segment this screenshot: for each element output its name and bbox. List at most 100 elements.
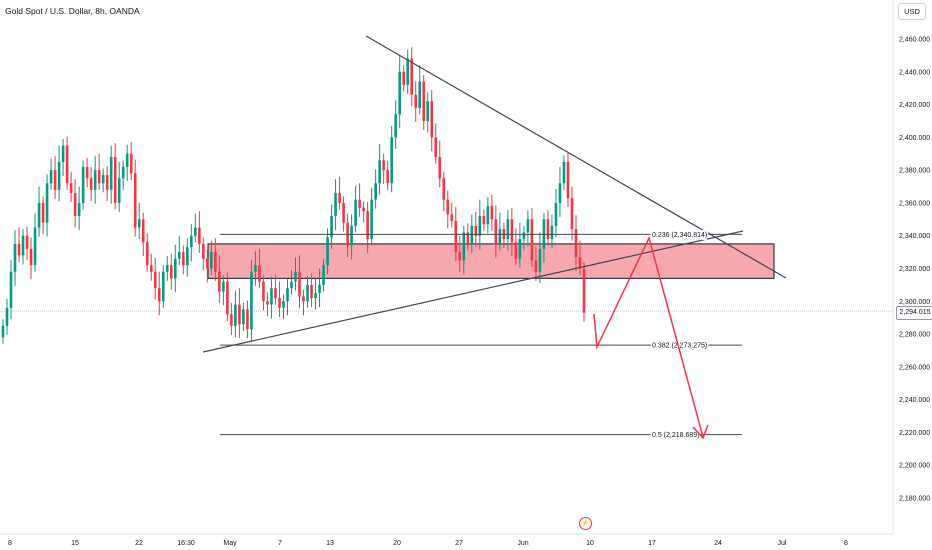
candle-body xyxy=(6,308,9,326)
price-tick-label: 2,340.000 xyxy=(899,233,930,240)
candle xyxy=(531,208,534,267)
time-tick-label: Jun xyxy=(517,540,528,547)
price-tick-label: 2,360.000 xyxy=(899,200,930,207)
candle-body xyxy=(555,203,558,226)
candle xyxy=(190,224,193,261)
candle xyxy=(82,160,85,209)
candle xyxy=(126,145,129,181)
candle-body xyxy=(150,265,153,272)
candle xyxy=(134,159,137,236)
candle-body xyxy=(438,157,441,178)
candle-body xyxy=(106,175,109,190)
resistance-zone xyxy=(208,244,774,278)
candle-body xyxy=(539,249,542,272)
currency-button[interactable]: USD xyxy=(898,3,926,20)
candle xyxy=(406,50,409,94)
candle-body xyxy=(170,265,173,278)
candle-body xyxy=(523,232,526,239)
candle xyxy=(122,160,125,190)
fib-level-label: 0.236 (2,340.814) xyxy=(652,232,707,239)
price-tick-label: 2,460.000 xyxy=(899,37,930,44)
candle-body xyxy=(50,170,53,183)
price-tick-label: 2,220.000 xyxy=(899,430,930,437)
candle-body xyxy=(294,272,297,282)
candle-body xyxy=(26,236,29,249)
lightning-bolt-icon[interactable]: ⚡ xyxy=(579,517,592,530)
candle-body xyxy=(146,242,149,265)
candle-body xyxy=(214,252,217,272)
candle xyxy=(38,187,41,237)
candle-body xyxy=(110,157,113,190)
candle-body xyxy=(38,203,41,228)
candle xyxy=(146,233,149,272)
candle-body xyxy=(58,162,61,190)
candle-body xyxy=(551,226,554,239)
candle-body xyxy=(527,219,530,232)
candle-body xyxy=(2,326,5,337)
candle xyxy=(563,155,566,189)
candle-body xyxy=(130,154,133,174)
time-tick-label: 10 xyxy=(586,540,594,547)
candle-body xyxy=(230,314,233,325)
candle xyxy=(230,303,233,335)
candle-body xyxy=(194,228,197,236)
candle xyxy=(62,139,65,176)
candle-body xyxy=(370,200,373,239)
candle xyxy=(422,75,425,130)
candle-body xyxy=(222,282,225,292)
candle-body xyxy=(362,208,365,211)
candle-body xyxy=(547,219,550,239)
candle xyxy=(559,167,562,217)
candle-body xyxy=(531,219,534,260)
candle xyxy=(2,319,5,344)
candle-body xyxy=(278,298,281,308)
candle-body xyxy=(182,252,185,265)
price-tick-label: 2,420.000 xyxy=(899,102,930,109)
candle xyxy=(118,162,121,212)
candle-body xyxy=(426,101,429,121)
candle-body xyxy=(234,305,237,326)
candle xyxy=(430,90,433,151)
candle-body xyxy=(286,288,289,301)
candle-body xyxy=(270,288,273,304)
candle-body xyxy=(14,244,17,272)
candle-body xyxy=(262,282,265,302)
candle-body xyxy=(575,229,578,257)
time-tick-label: 7 xyxy=(278,540,282,547)
candle-body xyxy=(226,282,229,315)
time-tick-label: 24 xyxy=(714,540,722,547)
price-axis: 2,460.0002,440.0002,420.0002,400.0002,38… xyxy=(899,37,930,503)
candle xyxy=(266,292,269,316)
candle-body xyxy=(442,178,445,199)
candle-body xyxy=(398,72,401,115)
candle-body xyxy=(202,244,205,259)
candle-body xyxy=(34,228,37,266)
candle-body xyxy=(126,154,129,167)
candle xyxy=(98,154,101,190)
candle xyxy=(202,237,205,270)
candle-body xyxy=(318,285,321,293)
candle xyxy=(46,174,49,236)
candle xyxy=(26,227,29,261)
candle-body xyxy=(90,178,93,189)
candle xyxy=(114,143,117,209)
candle-body xyxy=(314,293,317,298)
candle-body xyxy=(138,219,141,227)
price-tick-label: 2,400.000 xyxy=(899,135,930,142)
candle xyxy=(382,154,385,184)
candle-body xyxy=(479,216,482,236)
candle-body xyxy=(246,309,249,329)
candle xyxy=(450,203,453,228)
candle-body xyxy=(290,282,293,289)
fib-level-label: 0.5 (2,218.689) xyxy=(652,432,699,439)
candle-body xyxy=(342,203,345,223)
candle-body xyxy=(410,59,413,95)
candle-body xyxy=(491,206,494,219)
candle xyxy=(150,254,153,281)
candle-body xyxy=(519,239,522,259)
candle-body xyxy=(515,242,518,258)
candle xyxy=(262,275,265,310)
candle xyxy=(547,210,550,245)
candle xyxy=(238,288,241,338)
